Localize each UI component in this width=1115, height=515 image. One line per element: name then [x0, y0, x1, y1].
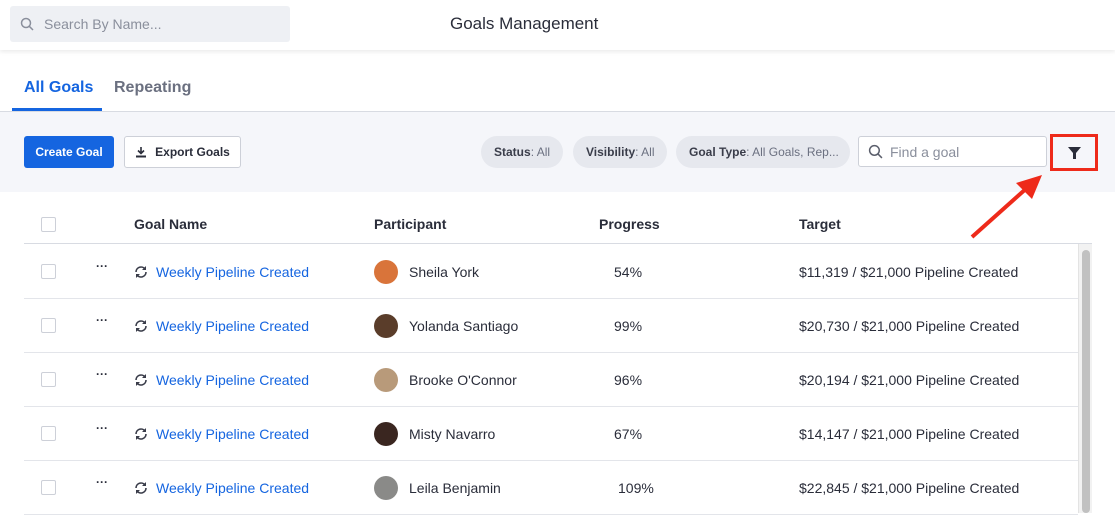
tab-bar: All Goals Repeating	[0, 66, 1115, 112]
target-value: $14,147 / $21,000 Pipeline Created	[799, 426, 1020, 442]
progress-value: 54%	[614, 264, 643, 280]
search-placeholder: Search By Name...	[44, 16, 162, 32]
table-row[interactable]: ··· Weekly Pipeline Created Leila Benjam…	[24, 461, 1078, 515]
avatar	[374, 314, 398, 338]
visibility-filter-chip[interactable]: Visibility: All	[573, 136, 668, 168]
find-goal-input[interactable]: Find a goal	[858, 136, 1047, 167]
progress-value: 96%	[614, 372, 643, 388]
goal-name: Weekly Pipeline Created	[156, 372, 310, 388]
chip-value: : All	[530, 145, 551, 159]
avatar	[374, 476, 398, 500]
goal-link[interactable]: Weekly Pipeline Created	[134, 264, 309, 280]
select-all-checkbox[interactable]	[41, 217, 56, 232]
avatar	[374, 368, 398, 392]
table-header: Goal Name Participant Progress Target	[24, 206, 1092, 244]
filter-button[interactable]	[1050, 134, 1098, 171]
export-goals-label: Export Goals	[155, 145, 230, 159]
column-goal-name[interactable]: Goal Name	[134, 216, 208, 232]
top-bar: Search By Name... Goals Management	[0, 0, 1115, 50]
target-value: $22,845 / $21,000 Pipeline Created	[799, 480, 1020, 496]
table-row[interactable]: ··· Weekly Pipeline Created Brooke O'Con…	[24, 353, 1078, 407]
scrollbar-thumb[interactable]	[1082, 250, 1090, 513]
progress-value: 67%	[614, 426, 643, 442]
column-progress[interactable]: Progress	[599, 216, 660, 232]
repeat-icon	[135, 374, 147, 386]
avatar	[374, 422, 398, 446]
search-by-name-input[interactable]: Search By Name...	[10, 6, 290, 42]
active-tab-indicator	[12, 108, 102, 111]
chip-key: Status	[494, 145, 531, 159]
table-row[interactable]: ··· Weekly Pipeline Created Misty Navarr…	[24, 407, 1078, 461]
more-actions-icon[interactable]: ···	[96, 367, 108, 381]
download-icon	[136, 147, 147, 158]
row-checkbox[interactable]	[41, 372, 56, 387]
page-title: Goals Management	[450, 14, 599, 33]
progress-value: 109%	[618, 480, 654, 496]
row-checkbox[interactable]	[41, 426, 56, 441]
search-icon	[868, 144, 883, 159]
target-value: $20,194 / $21,000 Pipeline Created	[799, 372, 1020, 388]
participant-name: Brooke O'Connor	[409, 372, 517, 388]
participant-name: Misty Navarro	[409, 426, 496, 442]
more-actions-icon[interactable]: ···	[96, 475, 108, 489]
participant-name: Leila Benjamin	[409, 480, 501, 496]
repeat-icon	[135, 320, 147, 332]
more-actions-icon[interactable]: ···	[96, 259, 108, 273]
target-value: $20,730 / $21,000 Pipeline Created	[799, 318, 1020, 334]
search-icon	[20, 17, 34, 31]
chip-value: : All	[635, 145, 655, 159]
avatar	[374, 260, 398, 284]
more-actions-icon[interactable]: ···	[96, 313, 108, 327]
participant-name: Yolanda Santiago	[409, 318, 519, 334]
chip-key: Goal Type	[689, 145, 747, 159]
export-goals-button[interactable]: Export Goals	[124, 136, 241, 168]
funnel-icon	[1067, 146, 1081, 159]
chip-value: : All Goals, Rep...	[746, 145, 839, 159]
find-goal-placeholder: Find a goal	[890, 143, 960, 160]
table-row[interactable]: ··· Weekly Pipeline Created Sheila York …	[24, 245, 1078, 299]
row-checkbox[interactable]	[41, 264, 56, 279]
tab-all-goals[interactable]: All Goals	[24, 79, 94, 96]
more-actions-icon[interactable]: ···	[96, 421, 108, 435]
goal-name: Weekly Pipeline Created	[156, 264, 310, 280]
goal-name: Weekly Pipeline Created	[156, 426, 310, 442]
goal-type-filter-chip[interactable]: Goal Type: All Goals, Rep...	[676, 136, 850, 168]
target-value: $11,319 / $21,000 Pipeline Created	[799, 264, 1019, 280]
repeat-icon	[135, 482, 147, 494]
column-target[interactable]: Target	[799, 216, 841, 232]
tab-repeating[interactable]: Repeating	[114, 79, 192, 96]
chip-key: Visibility	[586, 145, 636, 159]
goal-link[interactable]: Weekly Pipeline Created	[134, 318, 309, 334]
row-checkbox[interactable]	[41, 480, 56, 495]
status-filter-chip[interactable]: Status: All	[481, 136, 564, 168]
goal-link[interactable]: Weekly Pipeline Created	[134, 426, 309, 442]
goal-link[interactable]: Weekly Pipeline Created	[134, 480, 309, 496]
repeat-icon	[135, 428, 147, 440]
table-row[interactable]: ··· Weekly Pipeline Created Yolanda Sant…	[24, 299, 1078, 353]
scrollbar[interactable]	[1078, 244, 1092, 513]
progress-value: 99%	[614, 318, 643, 334]
column-participant[interactable]: Participant	[374, 216, 447, 232]
goal-name: Weekly Pipeline Created	[156, 318, 310, 334]
goal-name: Weekly Pipeline Created	[156, 480, 310, 496]
annotation-arrow	[970, 175, 1042, 239]
repeat-icon	[135, 266, 147, 278]
toolbar: Create Goal Export Goals Status: All Vis…	[0, 112, 1115, 192]
create-goal-button[interactable]: Create Goal	[24, 136, 114, 168]
goal-link[interactable]: Weekly Pipeline Created	[134, 372, 309, 388]
row-checkbox[interactable]	[41, 318, 56, 333]
participant-name: Sheila York	[409, 264, 480, 280]
